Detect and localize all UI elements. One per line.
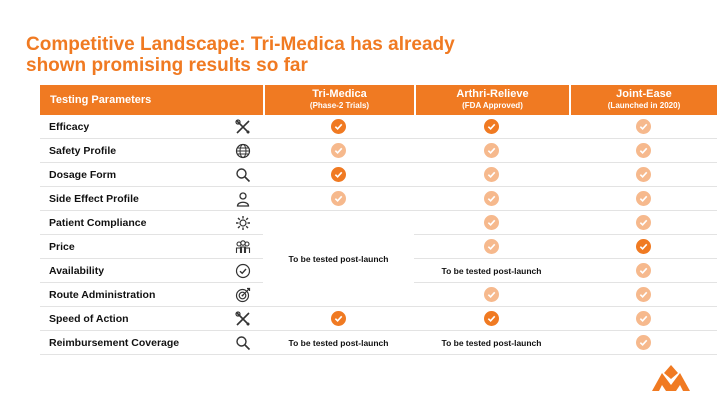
check-joint-price bbox=[569, 235, 717, 259]
check-joint-route bbox=[569, 283, 717, 307]
note-arthri-reimbursement: To be tested post-launch bbox=[441, 337, 542, 348]
check-icon bbox=[635, 263, 651, 278]
param-side-effect-profile: Side Effect Profile bbox=[40, 187, 223, 211]
check-joint-compliance bbox=[569, 211, 717, 235]
magnifier-icon bbox=[223, 163, 263, 187]
check-icon bbox=[331, 191, 346, 206]
check-icon bbox=[484, 311, 499, 326]
check-icon bbox=[635, 167, 651, 182]
check-joint-efficacy bbox=[569, 115, 717, 139]
header-joint-ease-sub: (Launched in 2020) bbox=[607, 101, 681, 110]
check-arthri-price bbox=[414, 235, 569, 259]
check-icon bbox=[635, 215, 651, 230]
globe-icon bbox=[223, 139, 263, 163]
note-tri-medica-untested: To be tested post-launch bbox=[288, 253, 389, 264]
param-route-administration: Route Administration bbox=[40, 283, 223, 307]
check-arthri-dosage bbox=[414, 163, 569, 187]
check-joint-dosage bbox=[569, 163, 717, 187]
target-icon bbox=[223, 283, 263, 307]
check-icon bbox=[635, 287, 651, 302]
check-tri-speed bbox=[263, 307, 414, 331]
header-testing-parameters: Testing Parameters bbox=[40, 85, 263, 115]
check-circle-icon bbox=[223, 259, 263, 283]
check-icon bbox=[635, 119, 651, 134]
check-arthri-compliance bbox=[414, 211, 569, 235]
tri-reimbursement-note-cell: To be tested post-launch bbox=[263, 331, 414, 355]
tools-icon bbox=[223, 115, 263, 139]
param-availability: Availability bbox=[40, 259, 223, 283]
header-arthri-relieve-sub: (FDA Approved) bbox=[462, 101, 523, 110]
header-tri-medica: Tri-Medica (Phase-2 Trials) bbox=[263, 85, 414, 115]
header-arthri-relieve-name: Arthri-Relieve bbox=[456, 88, 529, 100]
param-dosage-form: Dosage Form bbox=[40, 163, 223, 187]
check-tri-safety bbox=[263, 139, 414, 163]
check-arthri-route bbox=[414, 283, 569, 307]
header-joint-ease: Joint-Ease (Launched in 2020) bbox=[569, 85, 717, 115]
check-tri-side-effect bbox=[263, 187, 414, 211]
header-tri-medica-name: Tri-Medica bbox=[312, 88, 367, 100]
header-tri-medica-sub: (Phase-2 Trials) bbox=[309, 101, 370, 110]
param-safety-profile: Safety Profile bbox=[40, 139, 223, 163]
check-joint-side-effect bbox=[569, 187, 717, 211]
param-patient-compliance: Patient Compliance bbox=[40, 211, 223, 235]
check-icon bbox=[331, 167, 346, 182]
check-arthri-speed bbox=[414, 307, 569, 331]
check-icon bbox=[484, 143, 499, 158]
arthri-reimbursement-note-cell: To be tested post-launch bbox=[414, 331, 569, 355]
brand-logo bbox=[650, 363, 692, 398]
comparison-table: Testing Parameters Tri-Medica (Phase-2 T… bbox=[40, 85, 717, 355]
team-icon bbox=[223, 235, 263, 259]
check-icon bbox=[331, 143, 346, 158]
check-tri-dosage bbox=[263, 163, 414, 187]
slide-title: Competitive Landscape: Tri-Medica has al… bbox=[26, 34, 626, 76]
tools-icon bbox=[223, 307, 263, 331]
check-joint-availability bbox=[569, 259, 717, 283]
magnifier-icon bbox=[223, 331, 263, 355]
check-icon bbox=[635, 311, 651, 326]
title-line-1: Competitive Landscape: Tri-Medica has al… bbox=[26, 34, 455, 55]
check-icon bbox=[635, 143, 651, 158]
check-tri-efficacy bbox=[263, 115, 414, 139]
check-icon bbox=[484, 287, 499, 302]
header-arthri-relieve: Arthri-Relieve (FDA Approved) bbox=[414, 85, 569, 115]
arthri-availability-note-cell: To be tested post-launch bbox=[414, 259, 569, 283]
check-icon bbox=[484, 191, 499, 206]
note-arthri-untested: To be tested post-launch bbox=[441, 265, 542, 276]
check-arthri-efficacy bbox=[414, 115, 569, 139]
tri-medica-untested-block: To be tested post-launch bbox=[263, 211, 414, 307]
check-arthri-side-effect bbox=[414, 187, 569, 211]
param-efficacy: Efficacy bbox=[40, 115, 223, 139]
check-icon bbox=[484, 167, 499, 182]
person-icon bbox=[223, 187, 263, 211]
param-reimbursement-coverage: Reimbursement Coverage bbox=[40, 331, 223, 355]
check-joint-speed bbox=[569, 307, 717, 331]
check-joint-safety bbox=[569, 139, 717, 163]
check-icon bbox=[331, 119, 346, 134]
check-icon bbox=[635, 239, 651, 254]
header-joint-ease-name: Joint-Ease bbox=[616, 88, 672, 100]
param-speed-of-action: Speed of Action bbox=[40, 307, 223, 331]
check-icon bbox=[484, 215, 499, 230]
check-joint-reimbursement bbox=[569, 331, 717, 355]
check-icon bbox=[635, 191, 651, 206]
check-arthri-safety bbox=[414, 139, 569, 163]
check-icon bbox=[484, 239, 499, 254]
gear-icon bbox=[223, 211, 263, 235]
check-icon bbox=[331, 311, 346, 326]
check-icon bbox=[635, 335, 651, 350]
check-icon bbox=[484, 119, 499, 134]
note-tri-reimbursement: To be tested post-launch bbox=[288, 337, 389, 348]
param-price: Price bbox=[40, 235, 223, 259]
title-line-2: shown promising results so far bbox=[26, 55, 308, 76]
